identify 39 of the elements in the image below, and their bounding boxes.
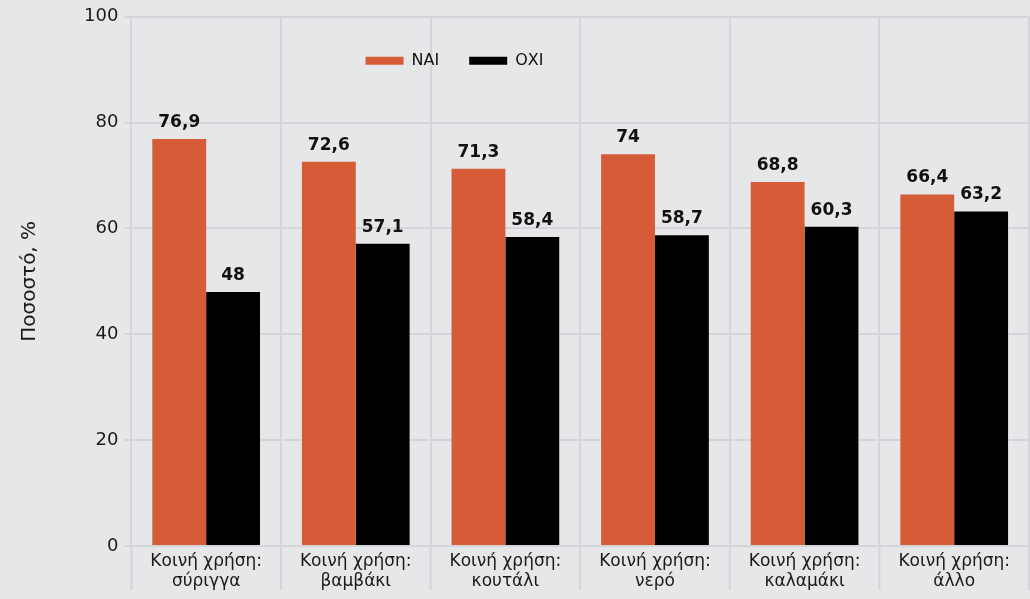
bar: [954, 211, 1009, 545]
bar: [900, 194, 955, 545]
bar: [152, 139, 207, 545]
data-label: 76,9: [158, 110, 201, 131]
bar: [505, 236, 560, 545]
bar: [301, 161, 356, 545]
data-label: 60,3: [810, 198, 853, 219]
x-tick-label: Κοινή χρήση: σύριγγα: [150, 550, 262, 590]
bar: [750, 181, 805, 545]
legend-label: ΝΑΙ: [411, 49, 440, 69]
x-tick-label: Κοινή χρήση: καλαμάκι: [748, 550, 861, 590]
y-tick-label: 0: [106, 533, 119, 555]
legend-label: ΟΧΙ: [515, 49, 544, 69]
bar: [654, 235, 709, 545]
bar: [804, 226, 859, 545]
y-tick-label: 60: [95, 216, 119, 238]
data-label: 74: [616, 126, 641, 147]
bar: [601, 154, 655, 545]
data-label: 58,7: [660, 207, 703, 228]
data-label: 57,1: [361, 215, 404, 236]
data-label: 63,2: [960, 183, 1003, 204]
y-tick-label: 40: [95, 321, 119, 343]
bar: [206, 291, 261, 545]
data-label: 72,6: [307, 133, 350, 154]
y-tick-label: 20: [95, 427, 119, 449]
x-tick-label: Κοινή χρήση: κουτάλι: [449, 550, 562, 590]
data-label: 68,8: [756, 153, 799, 174]
data-label: 58,4: [511, 208, 554, 229]
bar: [451, 168, 506, 545]
x-tick-label: Κοινή χρήση: νερό: [599, 550, 711, 590]
data-label: 66,4: [906, 166, 949, 187]
x-tick-label: Κοινή χρήση: άλλο: [898, 550, 1011, 590]
x-tick-label: Κοινή χρήση: βαμβάκι: [299, 550, 412, 590]
y-axis-title: Ποσοστό, %: [16, 220, 41, 342]
data-label: 71,3: [457, 140, 500, 161]
data-label: 48: [221, 263, 245, 284]
bar: [355, 243, 410, 545]
y-tick-label: 100: [84, 4, 119, 26]
y-tick-label: 80: [95, 110, 119, 132]
